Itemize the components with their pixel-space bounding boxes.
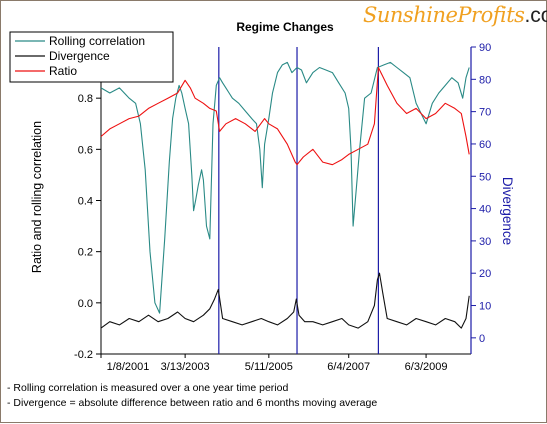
footnote-divergence: - Divergence = absolute difference betwe… xyxy=(7,397,378,409)
y2-tick-label-1: 10 xyxy=(479,301,491,313)
y-tick-label-2: 0.2 xyxy=(78,247,93,259)
footnotes: - Rolling correlation is measured over a… xyxy=(7,381,377,411)
legend: Rolling correlation Divergence Ratio xyxy=(9,31,174,83)
y-tick-label-5: 0.8 xyxy=(78,93,93,105)
x-tick-label-2: 5/11/2005 xyxy=(245,361,293,373)
sunshine-profits-logo: SunshineProfits.com xyxy=(363,3,547,28)
series-line-rolling-correlation xyxy=(100,61,470,314)
y2-tick-label-0: 0 xyxy=(479,333,485,345)
legend-label-ratio: Ratio xyxy=(49,64,77,78)
y-tick-label-3: 0.4 xyxy=(78,196,93,208)
x-tick-label-0: 1/8/2001 xyxy=(107,361,150,373)
y-tick-label-0: -0.2 xyxy=(74,349,93,361)
y-tick-label-4: 0.6 xyxy=(78,144,93,156)
y2-tick-label-7: 70 xyxy=(479,107,491,119)
x-tick-label-3: 6/4/2007 xyxy=(327,361,370,373)
y2-tick-label-6: 60 xyxy=(479,139,491,151)
y2-tick-label-9: 90 xyxy=(479,42,491,54)
series-line-ratio xyxy=(100,66,470,166)
series-line-divergence xyxy=(100,272,470,329)
x-tick-label-4: 6/3/2009 xyxy=(405,361,448,373)
y-axis-label: Ratio and rolling correlation xyxy=(30,121,44,273)
y2-tick-label-8: 80 xyxy=(479,74,491,86)
plot-area: -0.2 0.0 0.2 0.4 0.6 0.8 0 10 20 30 40 50 60 70 80 90 1/… xyxy=(74,42,491,373)
chart-title: Regime Changes xyxy=(236,20,334,34)
logo-brand: SunshineProfits xyxy=(363,3,525,27)
y2-tick-label-3: 30 xyxy=(479,236,491,248)
x-tick-label-1: 3/13/2003 xyxy=(161,361,210,373)
y2-axis-label: Divergence xyxy=(500,177,515,245)
y-tick-label-1: 0.0 xyxy=(78,298,93,310)
y2-tick-label-4: 40 xyxy=(479,204,491,216)
footnote-correlation: - Rolling correlation is measured over a… xyxy=(7,382,289,394)
legend-label-divergence: Divergence xyxy=(49,49,110,63)
y2-tick-label-5: 50 xyxy=(479,171,491,183)
logo-tld: .com xyxy=(524,4,547,27)
legend-label-correlation: Rolling correlation xyxy=(49,34,145,48)
y2-tick-label-2: 20 xyxy=(479,268,491,280)
